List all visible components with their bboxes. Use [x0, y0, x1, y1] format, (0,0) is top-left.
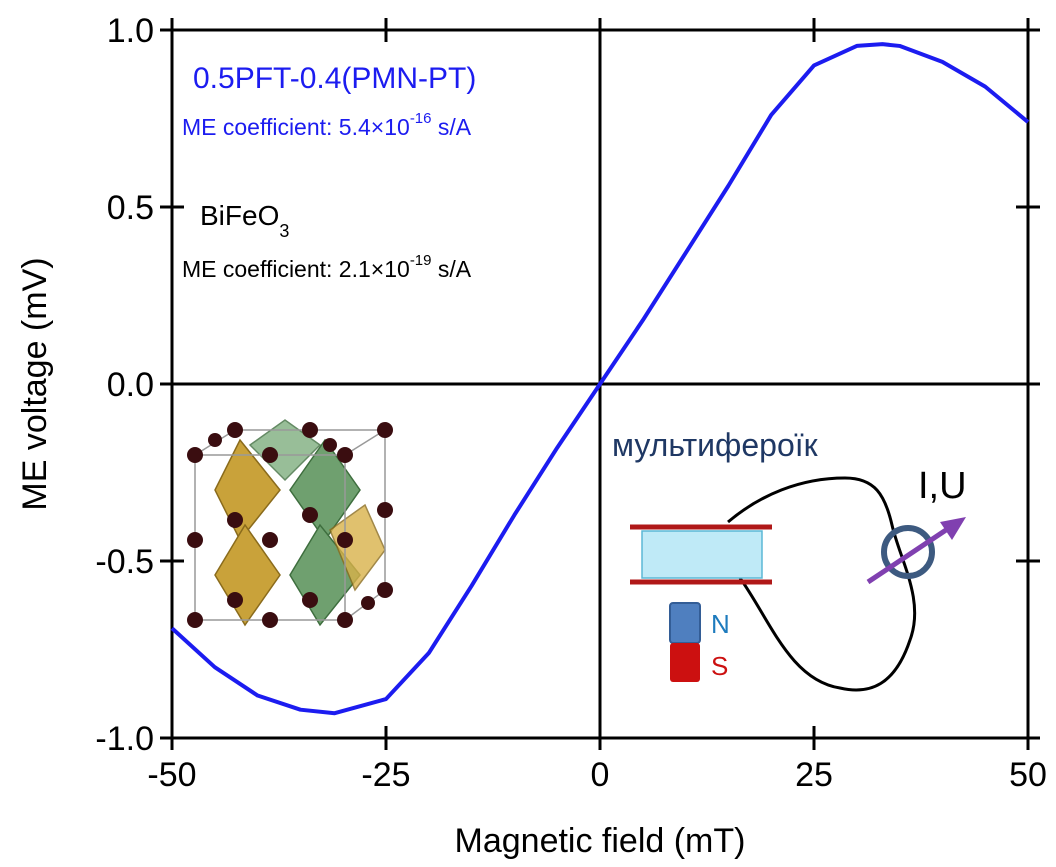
annotation-sample2-name: BiFeO3	[200, 200, 289, 241]
annotation-sample1-coef: ME coefficient: 5.4×10-16 s/A	[182, 110, 472, 140]
north-label: N	[711, 609, 730, 639]
x-tick-label: -25	[361, 756, 410, 794]
y-tick-label: -0.5	[95, 543, 154, 581]
y-tick-label: 1.0	[107, 12, 154, 50]
coef-unit: s/A	[432, 256, 472, 282]
y-tick-label: 0.5	[107, 189, 154, 227]
y-axis-title: ME voltage (mV)	[16, 257, 54, 510]
coef-text: ME coefficient: 5.4×10	[182, 114, 410, 140]
x-axis-title: Magnetic field (mT)	[455, 822, 746, 860]
crystal-inset	[187, 419, 393, 628]
x-tick-label: 50	[1009, 756, 1047, 794]
x-tick-label: -50	[147, 756, 196, 794]
south-label: S	[711, 651, 728, 681]
coef-text: ME coefficient: 2.1×10	[182, 256, 410, 282]
data-line	[170, 42, 1030, 716]
diagram-title: мультифероїк	[612, 427, 819, 463]
meter-label: I,U	[918, 465, 967, 507]
circuit-inset	[630, 476, 966, 692]
annotation-sample2-coef: ME coefficient: 2.1×10-19 s/A	[182, 252, 472, 282]
formula-sub: 3	[279, 221, 289, 241]
x-tick-label: 0	[591, 756, 610, 794]
y-tick-label: 0.0	[107, 366, 154, 404]
x-tick-label: 25	[795, 756, 833, 794]
coef-unit: s/A	[432, 114, 472, 140]
coef-exp: -16	[410, 110, 432, 127]
formula: BiFeO	[200, 200, 279, 231]
annotation-sample1-name: 0.5PFT-0.4(PMN-PT)	[193, 62, 476, 95]
coef-exp: -19	[410, 252, 432, 269]
axes	[160, 18, 1040, 750]
y-tick-label: -1.0	[95, 720, 154, 758]
